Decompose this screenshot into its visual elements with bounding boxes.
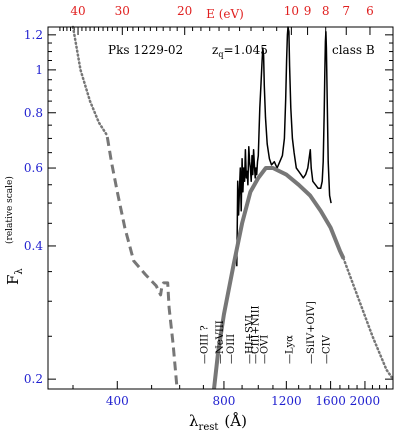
series-2-solid	[236, 26, 332, 267]
line-label: —HI+SVI	[244, 315, 255, 364]
series-4-dotted	[342, 257, 395, 381]
top-tick-label: 30	[115, 4, 130, 18]
x-axis-title: λrest (Å)	[189, 412, 247, 433]
x-tick-label: 400	[106, 394, 129, 408]
x-tick-label: 1200	[271, 394, 302, 408]
redshift-label: zq=1.045	[212, 43, 268, 59]
line-label: —OIII	[226, 334, 237, 364]
y-tick-label: 0.4	[24, 239, 43, 253]
y-tick-label: 1.2	[24, 28, 43, 42]
x-tick-label: 1600	[315, 394, 346, 408]
line-label: —OVI	[259, 335, 270, 364]
y-axis-note: (relative scale)	[4, 176, 15, 244]
y-tick-label: 0.6	[24, 161, 43, 175]
y-tick-label: 0.2	[24, 372, 43, 386]
line-label: —NeVIII	[215, 320, 226, 364]
line-label: —SiIV+OIV]	[306, 301, 317, 364]
line-label: —OIII ?	[199, 325, 210, 364]
plot-frame	[47, 26, 394, 390]
x-tick-label: 800	[212, 394, 235, 408]
class-label: class B	[332, 43, 375, 57]
y-tick-label: 0.8	[24, 106, 43, 120]
top-tick-label: 8	[322, 4, 330, 18]
x-tick-label: 2000	[350, 394, 381, 408]
line-label: —CIV	[322, 334, 333, 364]
top-tick-label: 20	[177, 4, 192, 18]
series-0-dotted	[71, 25, 109, 137]
object-label: Pks 1229-02	[108, 43, 183, 57]
line-label: —CIII+NIII	[251, 305, 262, 364]
top-tick-label: 9	[304, 4, 312, 18]
series-1-dashed	[105, 136, 179, 390]
y-tick-label: 1	[35, 63, 43, 77]
top-tick-label: 7	[342, 4, 350, 18]
top-tick-label: 10	[284, 4, 299, 18]
top-axis-label: E (eV)	[206, 7, 244, 21]
top-tick-label: 40	[70, 4, 85, 18]
series-3-solid-thick	[212, 166, 346, 390]
top-tick-label: 6	[366, 4, 374, 18]
y-axis-title: Fλ	[4, 268, 25, 285]
line-label: —Lyα	[284, 335, 295, 364]
